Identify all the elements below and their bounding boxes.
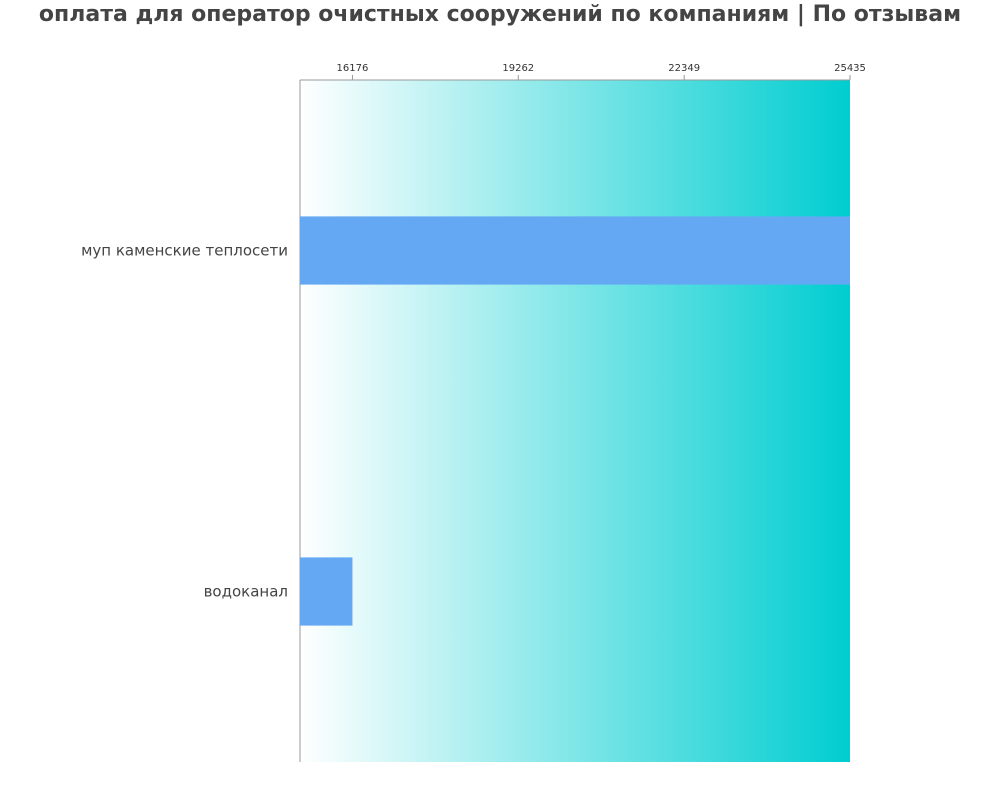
plot-background xyxy=(300,80,850,762)
category-label: муп каменские теплосети xyxy=(81,242,288,260)
bar xyxy=(300,557,353,626)
x-tick-label: 16176 xyxy=(337,63,369,74)
x-tick-label: 22349 xyxy=(668,63,700,74)
category-label: водоканал xyxy=(204,583,288,601)
x-tick-label: 25435 xyxy=(834,63,866,74)
bar xyxy=(300,216,850,285)
x-tick-label: 19262 xyxy=(502,63,534,74)
chart-title: оплата для оператор очистных сооружений … xyxy=(38,2,962,27)
